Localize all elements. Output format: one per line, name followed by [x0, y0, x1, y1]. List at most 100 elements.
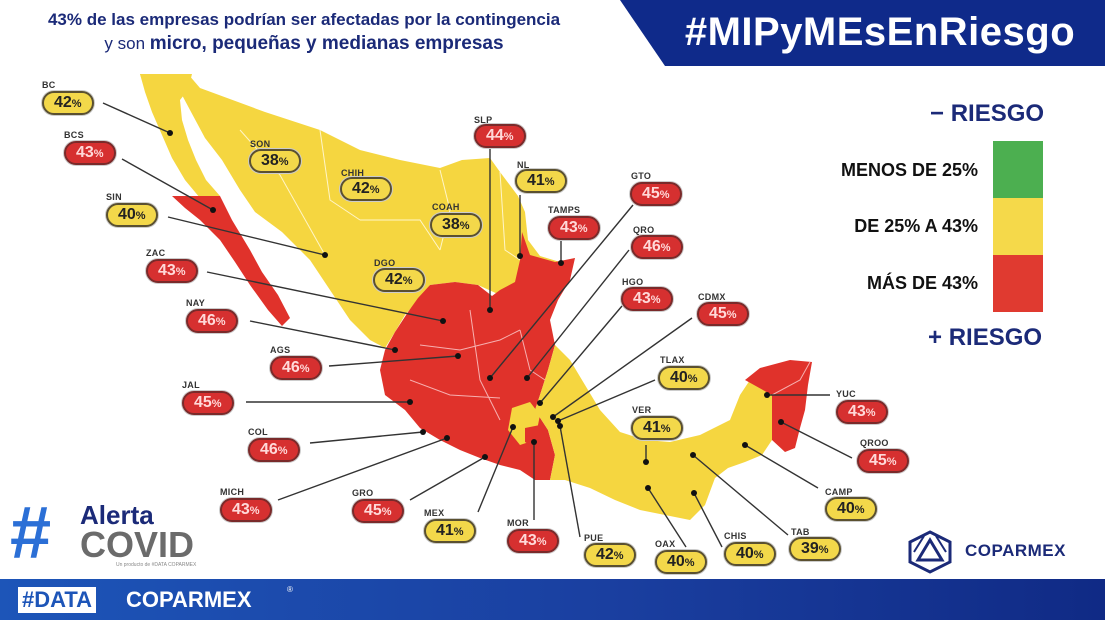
- state-code-oax: OAX: [655, 539, 676, 549]
- state-code-son: SON: [250, 139, 271, 149]
- map-region-yucatan-border: [771, 361, 811, 396]
- alerta-text: Alerta: [80, 500, 154, 530]
- leader-lines: [102, 102, 853, 548]
- legend-label-high: MÁS DE 43%: [866, 273, 978, 293]
- hashtag-banner: #MIPyMEsEnRiesgo: [620, 0, 1105, 66]
- state-code-mich: MICH: [220, 487, 245, 497]
- state-code-bc: BC: [42, 80, 56, 90]
- legend-label-low: MENOS DE 25%: [840, 160, 978, 180]
- state-code-tab: TAB: [791, 527, 810, 537]
- state-code-nay: NAY: [186, 298, 206, 308]
- state-code-hgo: HGO: [622, 277, 644, 287]
- state-pill-tab: 39%: [789, 537, 841, 561]
- state-pill-gro: 45%: [352, 499, 404, 523]
- covid-text: COVID: [80, 524, 195, 565]
- map-region-bcs: [172, 196, 290, 326]
- state-pill-tlax: 40%: [658, 366, 710, 390]
- state-pill-bcs: 43%: [64, 141, 116, 165]
- state-code-chis: CHIS: [724, 531, 747, 541]
- state-code-nl: NL: [517, 160, 530, 170]
- footer-data-label: #DATA: [18, 587, 97, 613]
- coparmex-wordmark: COPARMEX: [965, 541, 1066, 560]
- headline-line2: y son micro, pequeñas y medianas empresa…: [8, 32, 600, 56]
- state-code-bcs: BCS: [64, 130, 84, 140]
- state-pill-nay: 46%: [186, 309, 238, 333]
- state-pill-mex: 41%: [424, 519, 476, 543]
- state-pill-jal: 45%: [182, 391, 234, 415]
- state-code-col: COL: [248, 427, 268, 437]
- state-pill-gto: 45%: [630, 182, 682, 206]
- state-pill-camp: 40%: [825, 497, 877, 521]
- plus-icon: +: [928, 324, 943, 351]
- leader-dots: [167, 130, 784, 496]
- footer-coparmex-label: COPARMEX: [126, 587, 252, 612]
- registered-icon: ®: [287, 585, 293, 594]
- state-code-coah: COAH: [432, 202, 460, 212]
- state-code-qroo: QROO: [860, 438, 889, 448]
- state-pill-coah: 38%: [430, 213, 482, 237]
- footer-bar: #DATA COPARMEX ®: [0, 579, 1105, 620]
- state-pill-mich: 43%: [220, 498, 272, 522]
- coparmex-logo-icon: [908, 530, 952, 574]
- alerta-covid-logo: # Alerta COVID Un producto de #DATA COPA…: [8, 491, 223, 574]
- state-pill-qro: 46%: [631, 235, 683, 259]
- legend-top-title: − RIESGO: [930, 100, 1045, 127]
- state-code-dgo: DGO: [374, 258, 396, 268]
- state-pill-slp: 44%: [474, 124, 526, 148]
- state-code-sin: SIN: [106, 192, 122, 202]
- state-code-jal: JAL: [182, 380, 200, 390]
- legend-swatch-red: [993, 255, 1043, 312]
- headline-line2-prefix: y son: [104, 34, 150, 53]
- state-code-slp: SLP: [474, 115, 493, 125]
- state-code-gro: GRO: [352, 488, 374, 498]
- state-pill-ver: 41%: [631, 416, 683, 440]
- legend-swatch-yellow: [993, 198, 1043, 255]
- state-pill-ags: 46%: [270, 356, 322, 380]
- state-pill-chis: 40%: [724, 542, 776, 566]
- hashtag-text: #MIPyMEsEnRiesgo: [684, 10, 1076, 54]
- state-pill-tamps: 43%: [548, 216, 600, 240]
- state-pill-qroo: 45%: [857, 449, 909, 473]
- state-code-chih: CHIH: [341, 168, 365, 178]
- state-pill-son: 38%: [249, 149, 301, 173]
- red-state-borders: [409, 309, 546, 421]
- map-region-bc: [140, 74, 220, 198]
- headline-line2-bold: micro, pequeñas y medianas empresas: [149, 33, 504, 54]
- state-pill-pue: 42%: [584, 543, 636, 567]
- headline: 43% de las empresas podrían ser afectada…: [8, 8, 600, 56]
- state-code-gto: GTO: [631, 171, 652, 181]
- hashtag-icon: #: [10, 491, 52, 574]
- state-pill-oax: 40%: [655, 550, 707, 574]
- map-region-yellow-north: [140, 74, 575, 348]
- headline-line1: 43% de las empresas podrían ser afectada…: [47, 10, 561, 29]
- state-code-yuc: YUC: [836, 389, 856, 399]
- state-pill-dgo: 42%: [373, 268, 425, 292]
- map-region-yellow-south: [535, 345, 772, 520]
- map-region-mor: [525, 425, 545, 448]
- state-pill-zac: 43%: [146, 259, 198, 283]
- state-code-zac: ZAC: [146, 248, 166, 258]
- legend-bottom-title: + RIESGO: [928, 324, 1043, 351]
- state-pill-col: 46%: [248, 438, 300, 462]
- state-pill-chih: 42%: [340, 177, 392, 201]
- state-pill-yuc: 43%: [836, 400, 888, 424]
- state-code-ags: AGS: [270, 345, 291, 355]
- state-pill-cdmx: 45%: [697, 302, 749, 326]
- state-code-tamps: TAMPS: [548, 205, 581, 215]
- minus-icon: −: [930, 100, 945, 127]
- state-pill-nl: 41%: [515, 169, 567, 193]
- state-code-tlax: TLAX: [660, 355, 685, 365]
- state-pill-bc: 42%: [42, 91, 94, 115]
- state-pill-hgo: 43%: [621, 287, 673, 311]
- state-pill-sin: 40%: [106, 203, 158, 227]
- state-code-pue: PUE: [584, 533, 604, 543]
- alerta-subtitle: Un producto de #DATA COPARMEX: [116, 562, 197, 568]
- state-code-qro: QRO: [633, 225, 655, 235]
- state-code-camp: CAMP: [825, 487, 853, 497]
- legend-label-mid: DE 25% A 43%: [854, 216, 978, 236]
- state-code-cdmx: CDMX: [698, 292, 726, 302]
- state-pill-mor: 43%: [507, 529, 559, 553]
- legend-swatch-green: [993, 141, 1043, 198]
- state-code-mor: MOR: [507, 518, 529, 528]
